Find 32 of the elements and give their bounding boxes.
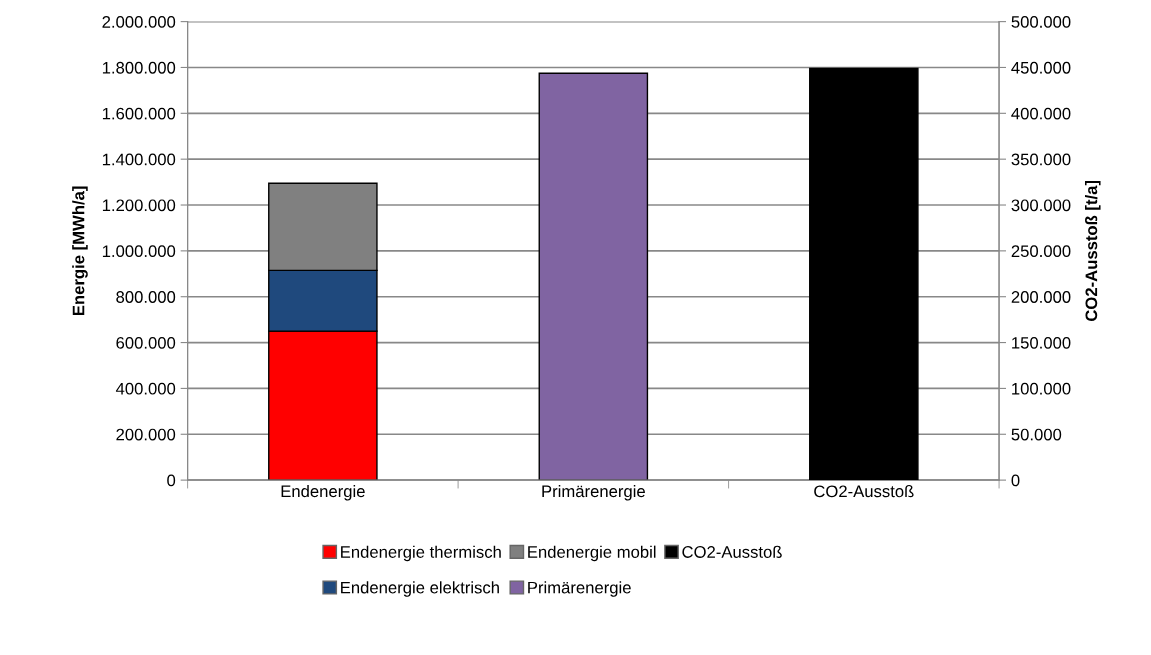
- y-tick-label: 1.600.000: [102, 107, 176, 120]
- y-tick-label: 1.000.000: [102, 245, 176, 258]
- y2-tick-label: 450.000: [1011, 61, 1071, 74]
- y-tick-label: 1.200.000: [102, 199, 176, 212]
- x-tick-label: Endenergie: [281, 484, 365, 501]
- y-tick-label: 0: [167, 474, 176, 487]
- y2-tick-label: 50.000: [1011, 428, 1062, 441]
- y2-tick-label: 200.000: [1011, 291, 1071, 303]
- legend-label: Endenergie mobil: [528, 545, 656, 562]
- y2-tick-label: 100.000: [1012, 382, 1071, 395]
- y-axis-title: Energie [MWh/a]: [72, 186, 88, 316]
- y-tick-label: 1.800.000: [102, 61, 176, 74]
- legend-label: Endenergie thermisch: [341, 545, 501, 562]
- x-tick-label: CO2-Ausstoß: [814, 484, 914, 498]
- y2-axis-title: CO2-Ausstoß [t/a]: [1085, 180, 1101, 322]
- y-tick-label: 800.000: [116, 291, 176, 303]
- y-tick-label: 400.000: [115, 382, 176, 395]
- y2-tick-label: 400.000: [1011, 107, 1071, 120]
- y2-tick-label: 0: [1011, 474, 1020, 487]
- y-tick-label: 1.400.000: [102, 153, 176, 166]
- x-tick-label: Primärenergie: [542, 484, 645, 501]
- y-tick-label: 600.000: [116, 336, 176, 349]
- y-tick-label: 200.000: [116, 428, 176, 441]
- legend-label: Primärenergie: [528, 581, 631, 597]
- legend-label: CO2-Ausstoß: [682, 545, 782, 558]
- y2-tick-label: 250.000: [1011, 245, 1071, 258]
- y2-tick-label: 300.000: [1011, 199, 1071, 212]
- legend-label: Endenergie elektrisch: [341, 581, 499, 597]
- y-tick-label: 2.000.000: [102, 16, 176, 28]
- y2-tick-label: 150.000: [1012, 336, 1071, 349]
- y2-tick-label: 350.000: [1011, 153, 1071, 166]
- y2-tick-label: 500.000: [1011, 16, 1071, 28]
